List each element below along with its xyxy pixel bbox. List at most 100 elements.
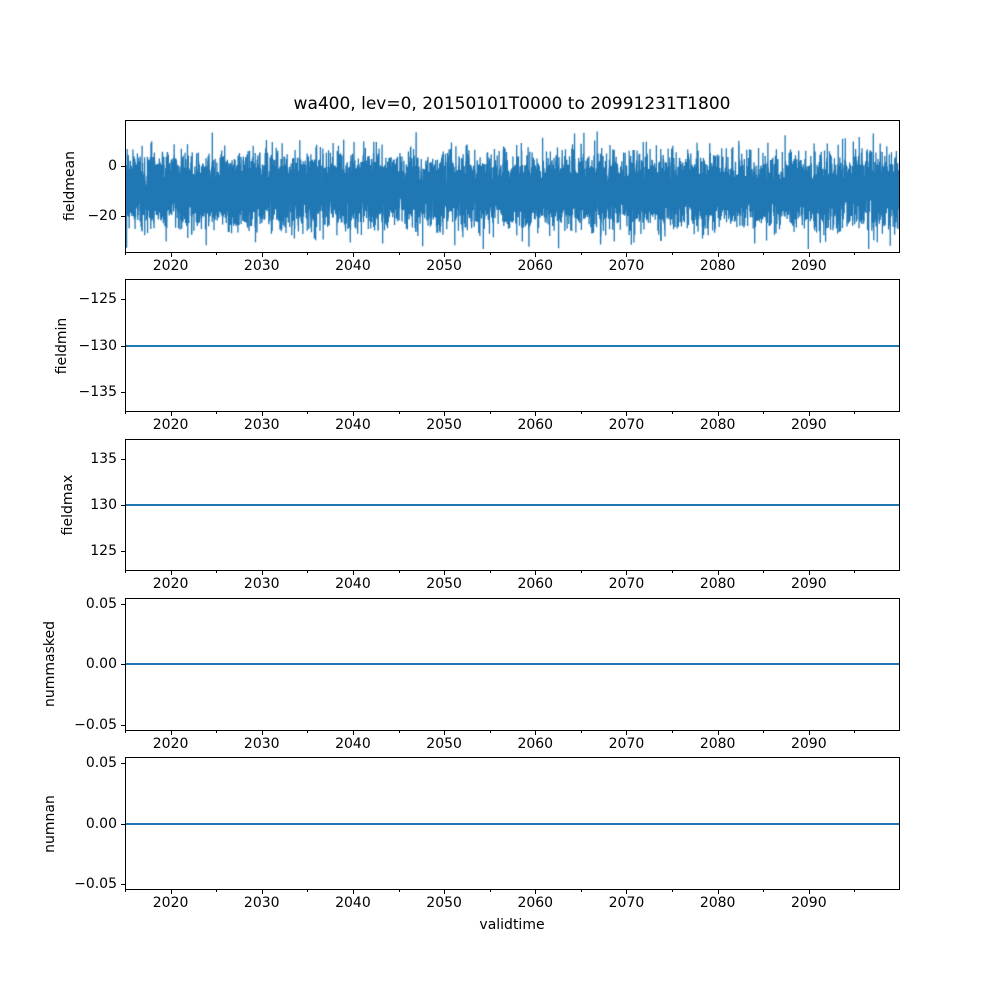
x-tick-label: 2020 — [152, 257, 189, 274]
y-tick-mark — [121, 724, 125, 726]
x-tick-mark — [261, 730, 263, 735]
x-tick-mark — [626, 730, 628, 735]
x-tick-mark — [535, 890, 537, 894]
x-minor-tick-mark — [854, 412, 856, 415]
x-tick-mark — [170, 252, 172, 257]
x-minor-tick-mark — [763, 730, 765, 733]
x-minor-tick-mark — [763, 890, 765, 892]
y-axis-label-fieldmax: fieldmax — [60, 474, 76, 536]
x-tick-label: 2060 — [517, 735, 554, 752]
x-axis-label: validtime — [479, 917, 545, 933]
x-minor-tick-mark — [125, 412, 126, 415]
x-minor-tick-mark — [216, 890, 218, 892]
x-tick-label: 2030 — [243, 735, 280, 752]
x-tick-label: 2060 — [517, 417, 554, 434]
x-minor-tick-mark — [854, 252, 856, 255]
x-tick-label: 2040 — [335, 417, 371, 434]
x-tick-label: 2070 — [608, 576, 645, 593]
y-tick-label: 0.00 — [85, 656, 117, 673]
x-tick-label: 2030 — [243, 576, 280, 593]
x-tick-label: 2090 — [790, 417, 827, 434]
x-tick-mark — [444, 412, 446, 417]
x-minor-tick-mark — [580, 412, 582, 415]
x-tick-mark — [170, 571, 172, 576]
y-tick-mark — [121, 664, 125, 666]
x-minor-tick-mark — [580, 890, 582, 892]
x-tick-mark — [261, 571, 263, 576]
y-tick-mark — [121, 551, 125, 553]
x-tick-mark — [535, 571, 537, 576]
x-tick-label: 2080 — [699, 576, 736, 593]
x-tick-label: 2080 — [699, 417, 736, 434]
y-tick-label: 130 — [90, 497, 117, 513]
x-tick-mark — [170, 890, 172, 894]
y-tick-mark — [121, 763, 125, 765]
x-tick-mark — [170, 730, 172, 735]
x-tick-label: 2090 — [790, 576, 827, 593]
x-tick-mark — [444, 252, 446, 257]
x-minor-tick-mark — [854, 890, 856, 892]
y-tick-mark — [121, 505, 125, 506]
y-tick-mark — [121, 345, 125, 347]
y-tick-label: 0.05 — [85, 595, 117, 612]
fieldmean-series-canvas — [126, 121, 899, 252]
x-tick-mark — [352, 412, 354, 417]
x-minor-tick-mark — [125, 890, 126, 892]
y-tick-label: −20 — [87, 208, 117, 224]
x-minor-tick-mark — [125, 571, 126, 574]
x-tick-mark — [352, 890, 354, 894]
x-minor-tick-mark — [580, 571, 582, 574]
x-tick-mark — [808, 252, 810, 257]
x-minor-tick-mark — [125, 730, 126, 733]
x-tick-mark — [261, 412, 263, 417]
x-minor-tick-mark — [854, 571, 856, 574]
y-tick-mark — [121, 458, 125, 460]
y-tick-mark — [121, 823, 125, 825]
y-tick-label: 0.00 — [85, 815, 117, 832]
y-tick-label: −0.05 — [74, 716, 117, 733]
x-minor-tick-mark — [398, 571, 400, 574]
x-minor-tick-mark — [489, 252, 491, 255]
x-tick-label: 2060 — [517, 895, 554, 911]
x-minor-tick-mark — [672, 412, 674, 415]
x-tick-label: 2030 — [243, 257, 280, 274]
y-tick-label: 125 — [90, 543, 117, 560]
x-minor-tick-mark — [216, 252, 218, 255]
y-tick-label: 0 — [108, 158, 117, 174]
y-tick-label: −0.05 — [74, 875, 117, 892]
x-minor-tick-mark — [216, 730, 218, 733]
x-tick-label: 2020 — [152, 895, 189, 911]
x-tick-mark — [626, 890, 628, 894]
x-tick-label: 2030 — [243, 895, 280, 911]
fieldmin-line — [126, 344, 899, 347]
x-tick-mark — [535, 730, 537, 735]
x-minor-tick-mark — [125, 252, 126, 255]
x-tick-mark — [626, 571, 628, 576]
x-minor-tick-mark — [489, 730, 491, 733]
x-minor-tick-mark — [672, 571, 674, 574]
x-tick-mark — [808, 571, 810, 576]
x-minor-tick-mark — [307, 890, 309, 892]
fieldmax-line — [126, 504, 899, 506]
chart-title: wa400, lev=0, 20150101T0000 to 20991231T… — [293, 94, 731, 114]
x-tick-label: 2040 — [335, 735, 371, 752]
x-tick-mark — [808, 730, 810, 735]
x-minor-tick-mark — [763, 412, 765, 415]
x-tick-mark — [808, 412, 810, 417]
x-tick-label: 2050 — [426, 257, 462, 274]
x-minor-tick-mark — [307, 571, 309, 574]
y-tick-label: 0.05 — [85, 755, 117, 772]
x-tick-mark — [717, 571, 719, 576]
x-minor-tick-mark — [580, 252, 582, 255]
x-minor-tick-mark — [763, 252, 765, 255]
y-tick-label: −130 — [78, 337, 117, 354]
x-tick-label: 2060 — [517, 257, 554, 274]
y-tick-label: 135 — [90, 450, 117, 467]
x-minor-tick-mark — [672, 890, 674, 892]
x-minor-tick-mark — [307, 252, 309, 255]
x-tick-mark — [170, 412, 172, 417]
x-minor-tick-mark — [580, 730, 582, 733]
x-tick-label: 2050 — [426, 576, 462, 593]
x-tick-label: 2060 — [517, 576, 554, 593]
x-tick-label: 2070 — [608, 895, 645, 911]
